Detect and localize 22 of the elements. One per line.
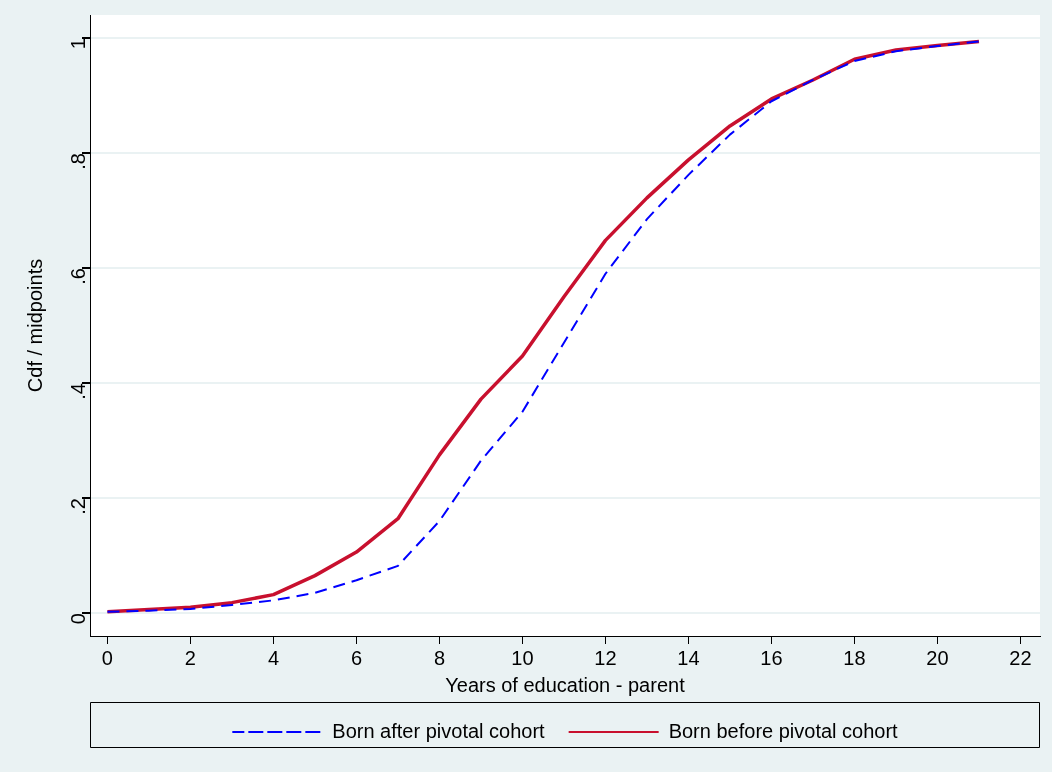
x-tick-label: 18 bbox=[843, 646, 866, 669]
legend-label: Born before pivotal cohort bbox=[668, 719, 899, 742]
x-tick-label: 12 bbox=[594, 646, 617, 669]
x-tick-label: 0 bbox=[101, 646, 113, 669]
x-tick-label: 8 bbox=[433, 646, 446, 669]
y-axis-title: Cdf / midpoints bbox=[23, 258, 46, 393]
y-tick-label: .4 bbox=[66, 383, 89, 400]
legend-label: Born after pivotal cohort bbox=[332, 719, 546, 742]
x-axis-title: Years of education - parent bbox=[445, 673, 686, 696]
x-tick-label: 22 bbox=[1009, 646, 1032, 669]
x-tick-label: 6 bbox=[350, 646, 363, 669]
y-tick-label: .6 bbox=[66, 268, 89, 285]
x-tick-label: 4 bbox=[267, 646, 280, 669]
x-tick-label: 2 bbox=[184, 646, 196, 669]
y-tick-label: .8 bbox=[66, 153, 89, 170]
y-tick-label: 0 bbox=[66, 613, 89, 625]
y-tick-label: .2 bbox=[66, 498, 89, 515]
x-tick-label: 10 bbox=[511, 646, 534, 669]
x-tick-label: 16 bbox=[760, 646, 783, 669]
y-tick-label: 1 bbox=[66, 38, 89, 50]
x-tick-label: 14 bbox=[677, 646, 700, 669]
x-tick-label: 20 bbox=[926, 646, 949, 669]
